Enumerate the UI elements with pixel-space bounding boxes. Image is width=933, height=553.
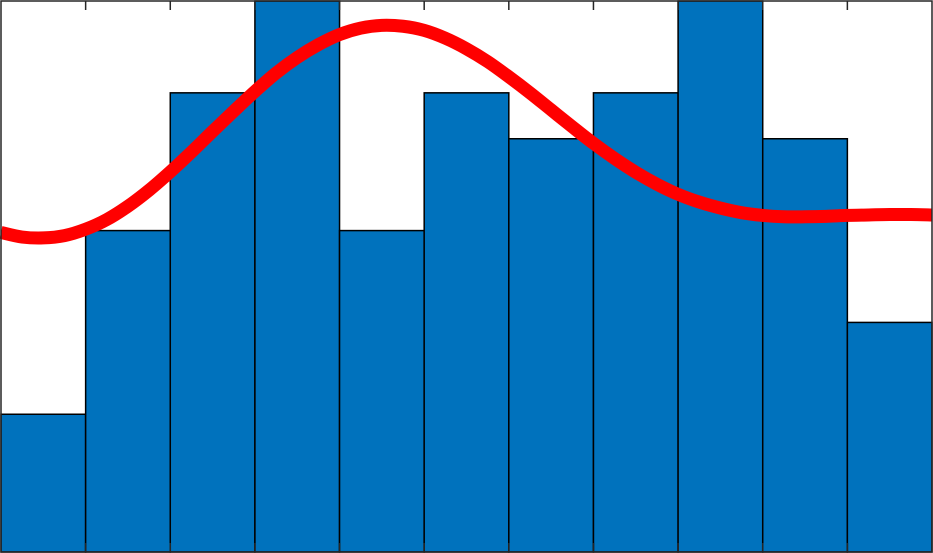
bar-4	[254, 0, 341, 553]
bar-8	[592, 92, 679, 553]
bar-10	[761, 138, 849, 553]
fit-curve-line	[0, 18, 933, 245]
tick-marks	[84, 1, 849, 552]
bar-3	[169, 92, 256, 553]
bar-1	[0, 413, 87, 553]
bar-2	[84, 229, 172, 553]
bar-9	[677, 0, 764, 553]
bar-6	[423, 92, 510, 553]
bar-11	[846, 321, 933, 553]
bar-7	[508, 138, 595, 553]
bar-5	[338, 229, 425, 553]
